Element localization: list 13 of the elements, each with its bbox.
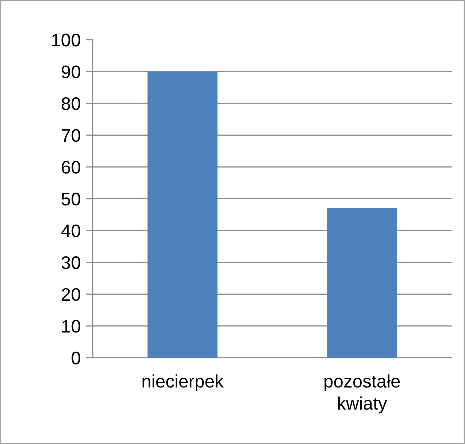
y-tick-label: 60 <box>62 161 80 174</box>
y-tick-label: 50 <box>62 192 80 206</box>
y-tick-label: 40 <box>62 224 80 238</box>
y-tick-label: 20 <box>62 288 80 302</box>
x-tick-label: niecierpek <box>142 374 224 392</box>
y-tick-label: 10 <box>62 320 80 333</box>
x-tick-label: pozostałe kwiaty <box>324 374 400 414</box>
y-tick-label: 100 <box>52 34 80 47</box>
y-tick-label: 0 <box>72 352 80 365</box>
y-tick-label: 70 <box>62 129 80 142</box>
y-tick-label: 80 <box>62 98 80 110</box>
y-tick-label: 90 <box>62 66 80 79</box>
y-tick-label: 30 <box>62 256 80 270</box>
